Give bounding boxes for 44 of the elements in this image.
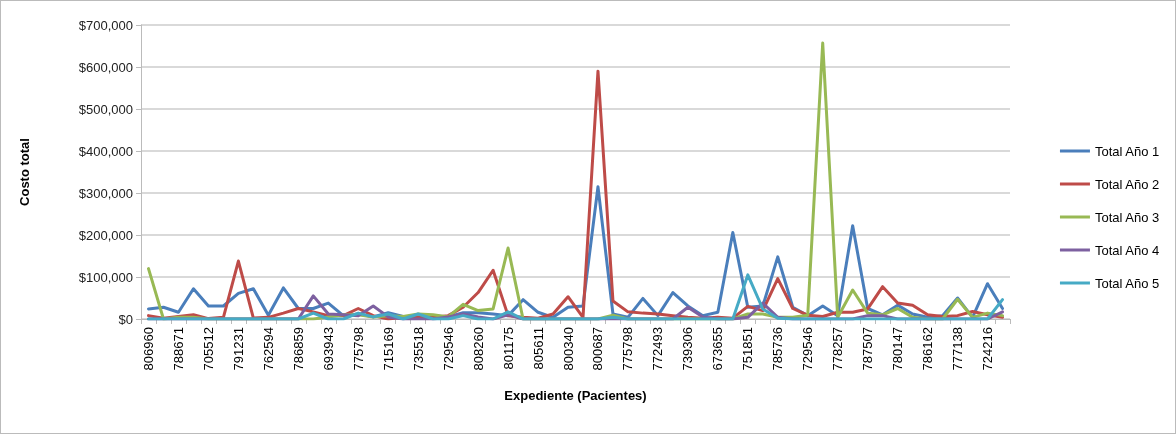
legend-label: Total Año 1: [1094, 143, 1160, 159]
y-axis-title: Costo total: [17, 138, 32, 206]
y-tick-label: $100,000: [78, 269, 133, 285]
legend-label: Total Año 4: [1094, 242, 1160, 258]
x-tick-label: 786162: [920, 327, 936, 371]
x-tick-label: 777138: [950, 327, 966, 371]
x-tick-label: 787507: [860, 327, 876, 371]
x-tick-label: 751851: [740, 327, 756, 371]
y-tick-label: $600,000: [78, 59, 133, 75]
x-tick-label: 791231: [230, 327, 246, 371]
x-tick-label: 780147: [890, 327, 906, 371]
x-tick-label: 762594: [260, 327, 276, 371]
x-tick-label: 786859: [290, 327, 306, 371]
y-tick-label: $300,000: [78, 185, 133, 201]
legend-label: Total Año 3: [1094, 209, 1160, 225]
x-tick-label: 800340: [560, 327, 576, 371]
x-tick-label: 775798: [350, 327, 366, 371]
y-tick-label: $500,000: [78, 101, 133, 117]
x-tick-label: 673655: [710, 327, 726, 371]
x-tick-label: 778257: [830, 327, 846, 371]
x-tick-label: 801175: [500, 327, 516, 370]
x-tick-label: 806960: [140, 327, 156, 371]
x-tick-label: 805611: [530, 327, 546, 370]
x-tick-label: 705512: [200, 327, 216, 371]
y-tick-label: $400,000: [78, 143, 133, 159]
x-tick-label: 729546: [440, 327, 456, 371]
x-tick-label: 775798: [620, 327, 636, 371]
x-tick-label: 772493: [650, 327, 666, 371]
x-tick-label: 729546: [800, 327, 816, 371]
y-tick-label: $700,000: [78, 17, 133, 33]
x-tick-label: 693943: [320, 327, 336, 371]
x-tick-label: 788671: [170, 327, 186, 371]
y-tick-label: $0: [118, 311, 133, 327]
y-tick-label: $200,000: [78, 227, 133, 243]
x-tick-label: 739306: [680, 327, 696, 371]
x-axis-title: Expediente (Pacientes): [504, 388, 647, 403]
x-tick-label: 735518: [410, 327, 426, 371]
x-tick-label: 724216: [980, 327, 996, 371]
legend-label: Total Año 5: [1094, 275, 1160, 291]
x-tick-label: 715169: [380, 327, 396, 371]
x-tick-label: 800687: [590, 327, 606, 371]
legend-label: Total Año 2: [1094, 176, 1160, 192]
x-tick-label: 785736: [770, 327, 786, 371]
x-tick-label: 808260: [470, 327, 486, 371]
